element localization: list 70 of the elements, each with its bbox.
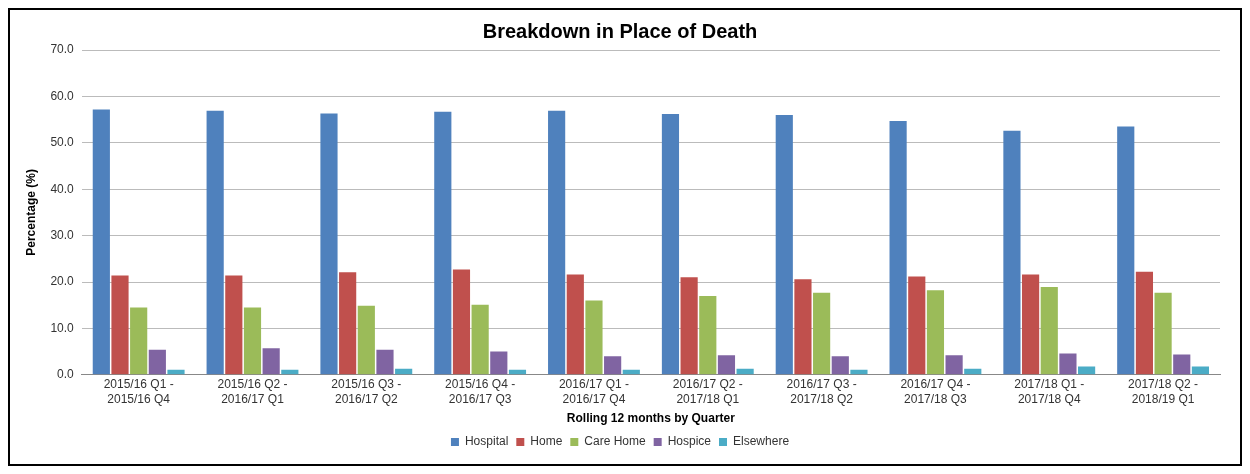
bar [1191,366,1210,375]
legend-label: Home [530,434,563,449]
bar [604,356,622,375]
bar [908,276,926,375]
y-tick-label: 0.0 [57,367,75,382]
bar [889,120,907,375]
bar [243,307,262,375]
bar [926,290,945,375]
y-tick-label: 40.0 [50,181,75,196]
bar [794,279,812,375]
x-tick-label: 2016/17 Q3 - 2017/18 Q2 [786,377,857,406]
bar [206,110,224,375]
legend-label: Hospice [667,434,712,449]
x-tick-label: 2015/16 Q1 - 2015/16 Q4 [103,377,174,406]
y-tick-label: 60.0 [50,88,75,103]
bar [262,348,280,375]
bar [831,356,849,375]
x-tick-label: 2017/18 Q1 - 2017/18 Q4 [1014,377,1085,406]
bar [566,274,584,375]
bar [813,292,831,375]
bar [357,305,375,375]
bar [452,269,471,375]
bar [130,307,148,375]
y-tick-label: 10.0 [50,320,75,335]
y-tick-label: 50.0 [50,135,75,150]
bar [490,351,508,375]
bar [1040,287,1058,375]
x-axis-title: Rolling 12 months by Quarter [566,411,736,426]
bar [434,111,452,375]
bar [225,275,243,375]
bar [717,355,736,375]
legend-label: Care Home [584,434,646,449]
bar [1173,354,1191,375]
bar [111,275,129,375]
chart-title: Breakdown in Place of Death [482,19,758,42]
x-tick-label: 2016/17 Q2 - 2017/18 Q1 [672,377,743,406]
bar [148,349,166,375]
y-tick-label: 30.0 [50,227,75,242]
bar [167,369,185,375]
y-axis-title: Percentage (%) [23,169,38,256]
bar [471,304,489,375]
x-tick-label: 2015/16 Q3 - 2016/17 Q2 [331,377,402,406]
bar [945,355,963,375]
bar [320,113,338,375]
bar [1154,292,1172,375]
bar [339,272,357,375]
bar [1135,271,1154,375]
bar [699,295,717,375]
bar [775,114,793,375]
legend-label: Hospital [464,434,509,449]
bar [1117,126,1135,375]
x-tick-label: 2016/17 Q4 - 2017/18 Q3 [900,377,971,406]
x-tick-label: 2016/17 Q1 - 2016/17 Q4 [558,377,629,406]
y-tick-label: 70.0 [50,42,75,57]
bar [680,277,698,375]
bar [1022,274,1040,375]
bar [376,349,394,375]
bar [548,110,566,375]
bar [1003,130,1021,375]
y-tick-label: 20.0 [50,274,75,289]
bar [1059,353,1077,375]
bar [661,114,680,375]
bar [850,369,868,375]
bar [585,300,603,375]
x-tick-label: 2015/16 Q2 - 2016/17 Q1 [217,377,288,406]
legend-label: Elsewhere [733,434,790,449]
x-tick-label: 2015/16 Q4 - 2016/17 Q3 [445,377,516,406]
x-tick-label: 2017/18 Q2 - 2018/19 Q1 [1128,377,1199,406]
bar [1078,366,1096,375]
bar [92,109,110,375]
